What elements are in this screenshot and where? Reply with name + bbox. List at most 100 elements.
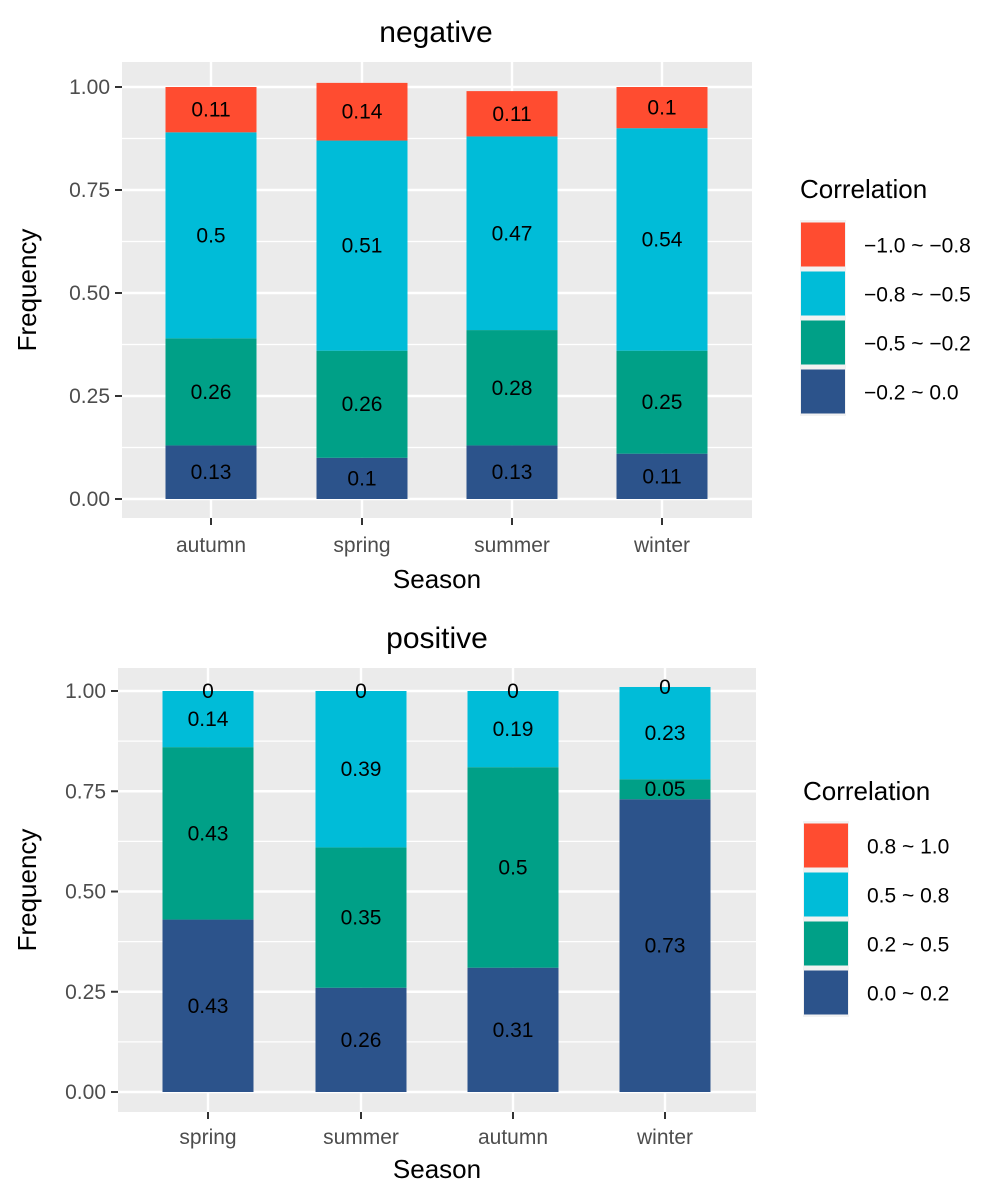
chart-0-bar-summer-series-0 <box>466 445 558 499</box>
chart-1-y-tick-label: 1.00 <box>65 680 106 703</box>
chart-0-bar-summer-series-1 <box>466 330 558 446</box>
chart-0-bar-autumn-series-1 <box>165 338 257 446</box>
chart-1-bar-autumn-series-2 <box>467 691 559 768</box>
chart-0-y-tick-label: 0.50 <box>69 282 110 305</box>
chart-1-x-tick-label-summer: summer <box>323 1126 399 1149</box>
chart-0-bar-label-winter-series-2: 0.54 <box>642 228 683 251</box>
chart-0-bar-summer-series-2 <box>466 136 558 331</box>
chart-1-legend-label-1: 0.5 ~ 0.8 <box>867 885 949 908</box>
chart-0-legend-swatch-2 <box>801 320 845 365</box>
chart-1-bar-summer-series-1 <box>315 847 407 988</box>
chart-1-bar-label-autumn-series-0: 0.31 <box>493 1019 534 1042</box>
chart-0-bar-label-autumn-series-0: 0.13 <box>191 461 232 484</box>
chart-1-bar-label-winter-series-3: 0 <box>659 676 671 699</box>
chart-0-y-axis-title: Frequency <box>12 229 42 352</box>
chart-0-y-tick-label: 0.75 <box>69 179 110 202</box>
chart-1-bar-label-spring-series-0: 0.43 <box>188 995 229 1018</box>
chart-1-x-tick-label-spring: spring <box>179 1126 236 1149</box>
chart-0-bar-label-summer-series-1: 0.28 <box>492 377 533 400</box>
chart-0-bar-autumn-series-2 <box>165 132 257 339</box>
chart-1-x-tick-label-autumn: autumn <box>478 1126 548 1149</box>
chart-0-bar-label-autumn-series-3: 0.11 <box>191 99 230 122</box>
chart-0-x-tick-label-winter: winter <box>633 534 690 557</box>
chart-0-legend-label-2: −0.5 ~ −0.2 <box>864 333 971 356</box>
chart-0-bar-label-autumn-series-1: 0.26 <box>191 381 232 404</box>
chart-0-bar-label-winter-series-0: 0.11 <box>642 465 681 488</box>
chart-0-bar-winter-series-2 <box>616 128 708 351</box>
chart-0-bar-label-summer-series-2: 0.47 <box>492 222 533 245</box>
chart-1-bar-label-autumn-series-1: 0.5 <box>498 856 527 879</box>
chart-0-legend-swatch-1 <box>801 271 845 316</box>
chart-1-x-axis-title: Season <box>393 1154 481 1184</box>
chart-1-bar-winter-series-2 <box>619 686 711 780</box>
chart-0-bar-label-spring-series-0: 0.1 <box>347 467 376 490</box>
chart-0-y-tick-label: 1.00 <box>69 76 110 99</box>
chart-0-bar-label-winter-series-3: 0.1 <box>647 97 676 120</box>
chart-0-y-tick-label: 0.25 <box>69 385 110 408</box>
chart-1-bar-autumn-series-1 <box>467 767 559 968</box>
chart-0-bar-label-spring-series-3: 0.14 <box>342 101 383 124</box>
chart-1-legend-swatch-0 <box>804 823 848 868</box>
chart-1-bar-winter-series-0 <box>619 799 711 1092</box>
chart-1-bar-label-summer-series-2: 0.39 <box>341 758 382 781</box>
chart-1-legend-title: Correlation <box>803 776 930 806</box>
chart-1-bar-label-spring-series-1: 0.43 <box>188 822 229 845</box>
chart-0-legend-swatch-0 <box>801 222 845 267</box>
chart-1-bar-label-spring-series-3: 0 <box>202 680 214 703</box>
chart-1-title: positive <box>386 622 488 655</box>
chart-0-bar-label-winter-series-1: 0.25 <box>642 391 683 414</box>
chart-0-bar-autumn-series-3 <box>165 87 257 133</box>
chart-1-legend-swatch-2 <box>804 921 848 966</box>
chart-0-x-tick-label-summer: summer <box>474 534 550 557</box>
chart-0-bar-winter-series-3 <box>616 87 708 129</box>
chart-0-bar-autumn-series-0 <box>165 445 257 499</box>
chart-0-y-tick-label: 0.00 <box>69 488 110 511</box>
chart-0-legend-swatch-3 <box>801 369 845 414</box>
chart-0-bar-winter-series-1 <box>616 350 708 454</box>
chart-0-bar-label-summer-series-3: 0.11 <box>492 103 531 126</box>
chart-0-x-axis-title: Season <box>393 564 481 594</box>
chart-1-bar-spring-series-0 <box>162 919 254 1092</box>
chart-0-legend-label-0: −1.0 ~ −0.8 <box>864 235 971 258</box>
chart-1-legend-label-3: 0.0 ~ 0.2 <box>867 983 949 1006</box>
chart-0-title: negative <box>379 16 492 49</box>
chart-1-x-tick-label-winter: winter <box>636 1126 693 1149</box>
chart-1-y-tick-label: 0.00 <box>65 1081 106 1104</box>
chart-1-bar-label-summer-series-1: 0.35 <box>341 907 382 930</box>
chart-0-bar-spring-series-3 <box>316 82 408 141</box>
chart-0-bar-summer-series-3 <box>466 91 558 137</box>
chart-1-y-tick-label: 0.25 <box>65 981 106 1004</box>
chart-1-bar-winter-series-1 <box>619 779 711 800</box>
chart-0-bar-winter-series-0 <box>616 453 708 499</box>
chart-0-bar-label-spring-series-1: 0.26 <box>342 393 383 416</box>
chart-1-bar-label-spring-series-2: 0.14 <box>188 708 229 731</box>
chart-1-legend-label-0: 0.8 ~ 1.0 <box>867 836 949 859</box>
chart-0-bar-spring-series-0 <box>316 457 408 499</box>
chart-1-y-tick-label: 0.75 <box>65 780 106 803</box>
chart-0-x-tick-label-autumn: autumn <box>176 534 246 557</box>
chart-1-y-tick-label: 0.50 <box>65 881 106 904</box>
chart-1-legend-swatch-1 <box>804 872 848 917</box>
chart-1-bar-spring-series-1 <box>162 747 254 920</box>
chart-1-bar-spring-series-2 <box>162 691 254 748</box>
chart-0-bar-spring-series-1 <box>316 350 408 458</box>
chart-1-bar-label-winter-series-0: 0.73 <box>645 935 686 958</box>
chart-1-legend-swatch-3 <box>804 970 848 1015</box>
chart-1-bar-autumn-series-0 <box>467 967 559 1092</box>
chart-0-legend-label-1: −0.8 ~ −0.5 <box>864 284 971 307</box>
chart-1-bar-label-autumn-series-3: 0 <box>507 680 519 703</box>
chart-1-y-axis-title: Frequency <box>12 829 42 952</box>
chart-1-bar-label-summer-series-0: 0.26 <box>341 1029 382 1052</box>
chart-1-bar-summer-series-2 <box>315 691 407 848</box>
chart-1-bar-summer-series-0 <box>315 987 407 1092</box>
chart-1-bar-label-summer-series-3: 0 <box>355 680 367 703</box>
chart-0-legend-label-3: −0.2 ~ 0.0 <box>864 382 959 405</box>
chart-0-bar-label-spring-series-2: 0.51 <box>342 235 383 258</box>
chart-1-legend-label-2: 0.2 ~ 0.5 <box>867 934 949 957</box>
chart-1-bar-label-winter-series-1: 0.05 <box>645 778 686 801</box>
chart-0-legend-title: Correlation <box>800 174 927 204</box>
chart-0-bar-label-autumn-series-2: 0.5 <box>196 224 225 247</box>
chart-1-bar-label-winter-series-2: 0.23 <box>645 722 686 745</box>
